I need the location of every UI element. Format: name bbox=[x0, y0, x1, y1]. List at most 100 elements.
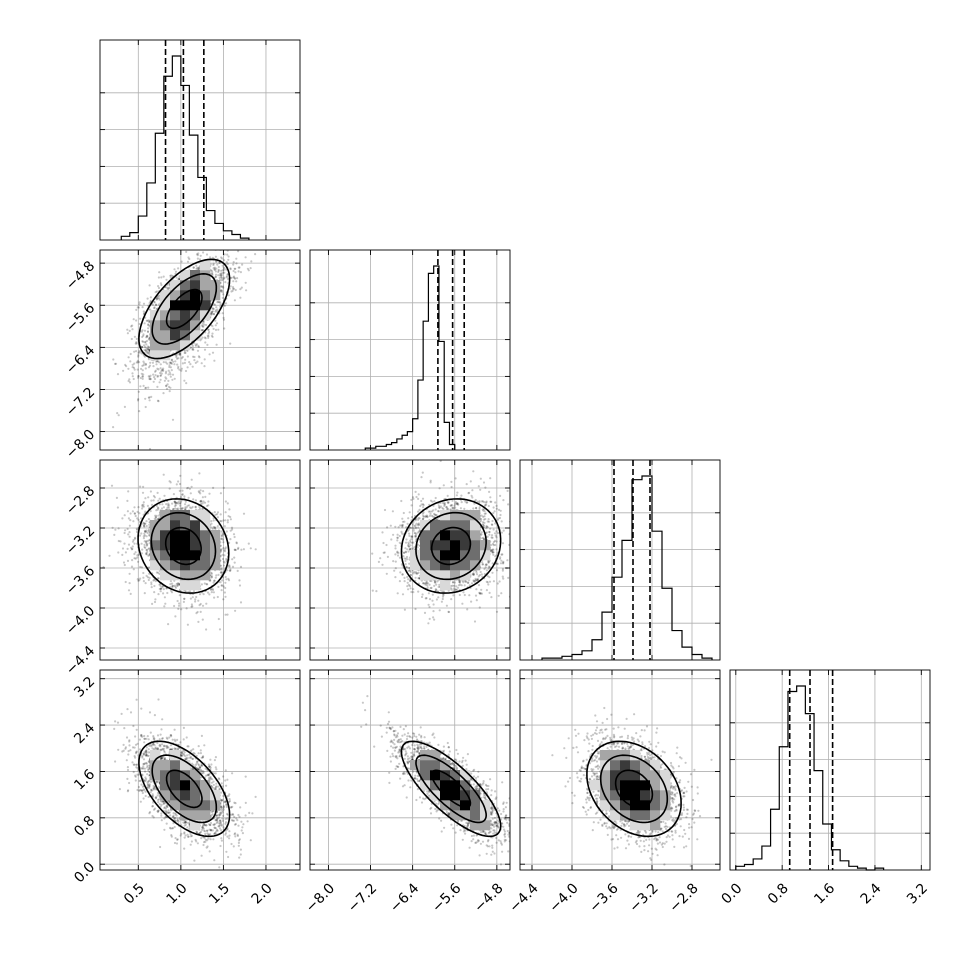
density-cell bbox=[200, 270, 211, 281]
sample-point bbox=[146, 548, 149, 552]
sample-point bbox=[216, 263, 219, 266]
sample-point bbox=[187, 496, 190, 499]
sample-point bbox=[177, 353, 181, 356]
sample-point bbox=[173, 584, 176, 587]
sample-point bbox=[147, 529, 150, 533]
sample-point bbox=[168, 371, 171, 374]
sample-point bbox=[165, 384, 168, 387]
sample-point bbox=[191, 605, 194, 608]
sample-point bbox=[170, 359, 173, 362]
sample-point bbox=[212, 486, 215, 489]
sample-point bbox=[195, 595, 198, 599]
sample-point bbox=[167, 506, 170, 509]
sample-point bbox=[158, 503, 161, 506]
sample-point bbox=[148, 399, 151, 402]
sample-point bbox=[145, 542, 149, 545]
sample-point bbox=[212, 307, 215, 310]
sample-point bbox=[144, 340, 147, 343]
sample-point bbox=[180, 500, 183, 503]
sample-point bbox=[228, 564, 231, 567]
sample-point bbox=[222, 293, 225, 296]
sample-point bbox=[148, 533, 151, 537]
sample-point bbox=[219, 549, 223, 552]
sample-point bbox=[223, 276, 226, 279]
sample-point bbox=[179, 504, 182, 507]
sample-point bbox=[148, 284, 151, 287]
sample-point bbox=[154, 516, 157, 519]
sample-point bbox=[184, 507, 187, 510]
sample-point bbox=[229, 569, 232, 572]
sample-point bbox=[146, 347, 149, 350]
sample-point bbox=[152, 373, 155, 376]
sample-point bbox=[135, 319, 138, 322]
sample-point bbox=[224, 546, 227, 549]
sample-point bbox=[217, 617, 220, 621]
sample-point bbox=[145, 552, 148, 556]
sample-point bbox=[131, 559, 134, 562]
sample-point bbox=[124, 529, 127, 532]
sample-point bbox=[162, 275, 165, 278]
sample-point bbox=[143, 540, 146, 543]
sample-point bbox=[223, 253, 226, 256]
sample-point bbox=[176, 582, 179, 585]
sample-point bbox=[228, 248, 230, 250]
sample-point bbox=[117, 527, 120, 530]
sample-point bbox=[171, 586, 174, 589]
sample-point bbox=[157, 400, 160, 403]
sample-point bbox=[165, 387, 169, 390]
sample-point bbox=[163, 494, 166, 497]
sample-point bbox=[245, 289, 248, 292]
sample-point bbox=[235, 257, 238, 260]
sample-point bbox=[237, 250, 240, 253]
sample-point bbox=[143, 592, 146, 595]
sample-point bbox=[130, 548, 133, 551]
sample-point bbox=[196, 343, 199, 346]
sample-point bbox=[141, 345, 144, 349]
sample-point bbox=[212, 519, 215, 522]
sample-point bbox=[143, 329, 147, 332]
sample-point bbox=[207, 335, 210, 338]
sample-point bbox=[134, 342, 137, 345]
sample-point bbox=[178, 368, 181, 371]
sample-point bbox=[164, 372, 167, 375]
sample-point bbox=[160, 586, 163, 590]
sample-point bbox=[201, 496, 204, 499]
histogram-2 bbox=[541, 460, 713, 660]
sample-point bbox=[211, 335, 214, 338]
sample-point bbox=[137, 354, 140, 357]
sample-point bbox=[227, 579, 231, 582]
sample-point bbox=[134, 537, 137, 540]
sample-point bbox=[175, 583, 178, 586]
sample-point bbox=[216, 516, 219, 519]
sample-point bbox=[153, 600, 157, 604]
sample-point bbox=[195, 267, 198, 270]
sample-point bbox=[127, 589, 131, 592]
sample-point bbox=[131, 547, 134, 551]
sample-point bbox=[234, 609, 237, 612]
sample-point bbox=[213, 510, 216, 514]
density-cell bbox=[180, 300, 191, 311]
sample-point bbox=[166, 286, 169, 289]
sample-point bbox=[161, 585, 164, 588]
sample-point bbox=[232, 263, 235, 266]
panel-grid-0-0 bbox=[100, 40, 300, 240]
sample-point bbox=[212, 267, 215, 270]
sample-point bbox=[170, 591, 174, 594]
sample-point bbox=[213, 243, 215, 245]
sample-point bbox=[208, 593, 211, 596]
sample-point bbox=[222, 519, 225, 522]
sample-point bbox=[214, 328, 218, 331]
sample-point bbox=[198, 472, 201, 475]
sample-point bbox=[205, 583, 208, 586]
sample-point bbox=[137, 355, 140, 358]
sample-point bbox=[157, 368, 160, 371]
sample-point bbox=[213, 245, 215, 247]
sample-point bbox=[202, 251, 205, 254]
sample-point bbox=[169, 375, 172, 378]
sample-point bbox=[135, 361, 138, 364]
sample-point bbox=[165, 377, 168, 380]
contour-0 bbox=[165, 288, 203, 330]
sample-point bbox=[136, 306, 139, 309]
sample-point bbox=[159, 282, 162, 285]
sample-point bbox=[186, 260, 190, 263]
